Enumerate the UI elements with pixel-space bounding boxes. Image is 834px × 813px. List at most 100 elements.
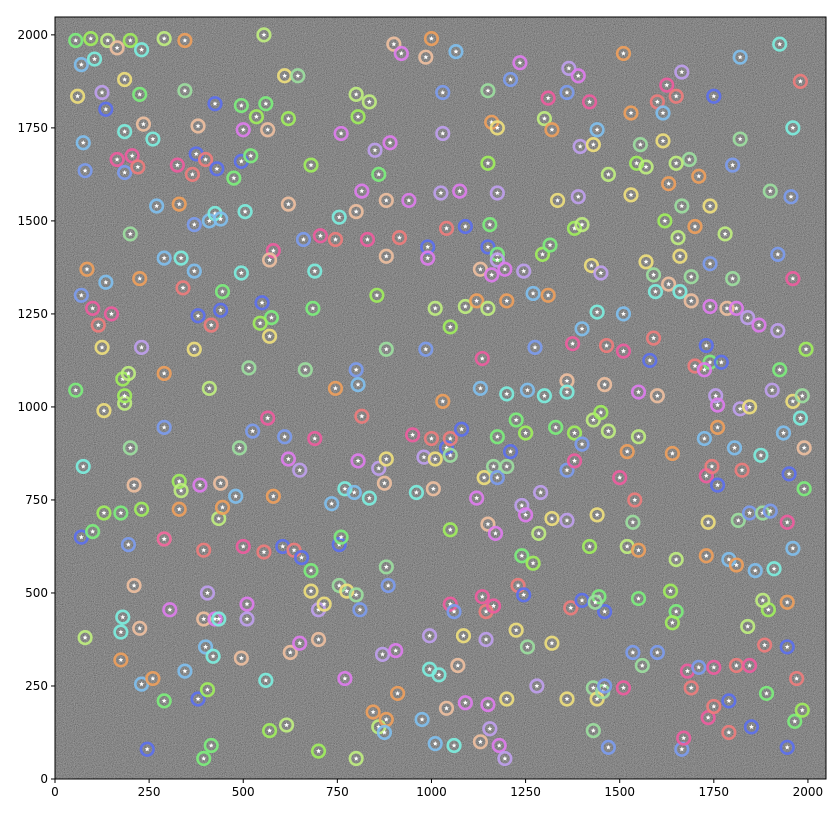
detection-ring xyxy=(297,362,313,378)
star-icon xyxy=(451,742,457,748)
source-marker xyxy=(536,388,553,404)
star-icon xyxy=(579,597,585,603)
detection-ring xyxy=(173,483,189,499)
detection-ring xyxy=(730,512,746,529)
source-marker xyxy=(668,155,684,171)
source-marker xyxy=(499,691,515,707)
star-icon xyxy=(588,262,594,268)
source-marker xyxy=(647,283,664,300)
detection-ring xyxy=(435,84,451,101)
source-marker xyxy=(629,155,645,171)
detection-ring xyxy=(779,739,795,755)
star-icon xyxy=(447,435,453,441)
detection-ring xyxy=(630,384,647,400)
star-icon xyxy=(790,125,796,130)
detection-ring xyxy=(779,594,795,610)
detection-ring xyxy=(169,157,185,173)
star-icon xyxy=(248,153,254,158)
source-marker xyxy=(184,166,201,182)
source-marker xyxy=(245,423,261,439)
source-marker xyxy=(474,350,490,367)
star-icon xyxy=(664,82,670,88)
detection-ring xyxy=(709,397,726,413)
star-icon xyxy=(218,216,224,222)
detection-ring xyxy=(252,315,268,331)
star-icon xyxy=(487,726,493,731)
detection-ring xyxy=(228,488,244,504)
star-icon xyxy=(688,298,694,303)
detection-ring xyxy=(68,32,84,49)
star-icon xyxy=(299,555,305,560)
detection-ring xyxy=(162,602,178,618)
detection-ring xyxy=(597,603,613,620)
source-marker xyxy=(213,211,229,227)
detection-ring xyxy=(687,358,703,374)
star-icon xyxy=(639,662,645,668)
source-marker xyxy=(423,430,440,447)
source-marker xyxy=(645,330,662,346)
detection-ring xyxy=(359,231,376,248)
star-icon xyxy=(88,35,94,41)
detection-ring xyxy=(702,256,718,272)
detection-ring xyxy=(261,252,278,268)
source-marker xyxy=(173,483,189,499)
star-icon xyxy=(549,515,555,521)
source-marker xyxy=(391,230,408,246)
star-icon xyxy=(391,41,397,47)
source-marker xyxy=(414,711,430,728)
detection-ring xyxy=(455,628,472,644)
source-marker xyxy=(472,380,489,396)
source-marker xyxy=(209,161,225,177)
star-icon xyxy=(532,344,538,350)
star-icon xyxy=(201,616,207,622)
star-icon xyxy=(80,140,86,145)
source-marker xyxy=(350,453,366,469)
star-icon xyxy=(564,467,570,473)
star-icon xyxy=(485,701,491,707)
source-marker xyxy=(630,384,647,400)
detection-ring xyxy=(489,429,505,445)
star-icon xyxy=(735,517,741,523)
star-icon xyxy=(101,408,107,413)
star-icon xyxy=(195,123,201,129)
star-icon xyxy=(494,434,500,439)
source-marker xyxy=(502,71,519,88)
star-icon xyxy=(261,549,267,555)
detection-ring xyxy=(779,514,795,530)
source-marker xyxy=(324,496,340,512)
star-icon xyxy=(182,668,188,674)
star-icon xyxy=(764,690,769,696)
source-marker xyxy=(642,352,658,369)
source-marker xyxy=(197,639,214,655)
detection-ring xyxy=(783,189,799,205)
star-icon xyxy=(673,608,679,614)
source-marker xyxy=(393,45,409,62)
source-marker xyxy=(489,252,505,268)
detection-ring xyxy=(574,217,590,233)
detection-ring xyxy=(431,667,447,683)
star-icon xyxy=(180,285,186,290)
star-icon xyxy=(637,142,643,147)
star-icon xyxy=(692,223,698,229)
source-marker xyxy=(73,287,89,303)
star-icon xyxy=(206,385,212,391)
star-icon xyxy=(792,718,798,724)
star-icon xyxy=(587,99,593,104)
source-marker xyxy=(726,440,743,456)
star-icon xyxy=(244,616,250,622)
detection-ring xyxy=(235,538,251,555)
source-marker xyxy=(94,339,110,355)
source-marker xyxy=(260,410,276,426)
star-icon xyxy=(564,378,570,383)
star-icon xyxy=(711,93,717,99)
star-icon xyxy=(592,599,598,605)
star-icon xyxy=(427,666,433,672)
star-icon xyxy=(594,512,600,517)
detection-ring xyxy=(190,691,206,707)
star-icon xyxy=(521,268,527,274)
star-icon xyxy=(220,288,225,294)
star-icon xyxy=(696,664,702,670)
detection-ring xyxy=(258,96,274,112)
detection-ring xyxy=(197,151,214,168)
star-icon xyxy=(739,467,745,473)
